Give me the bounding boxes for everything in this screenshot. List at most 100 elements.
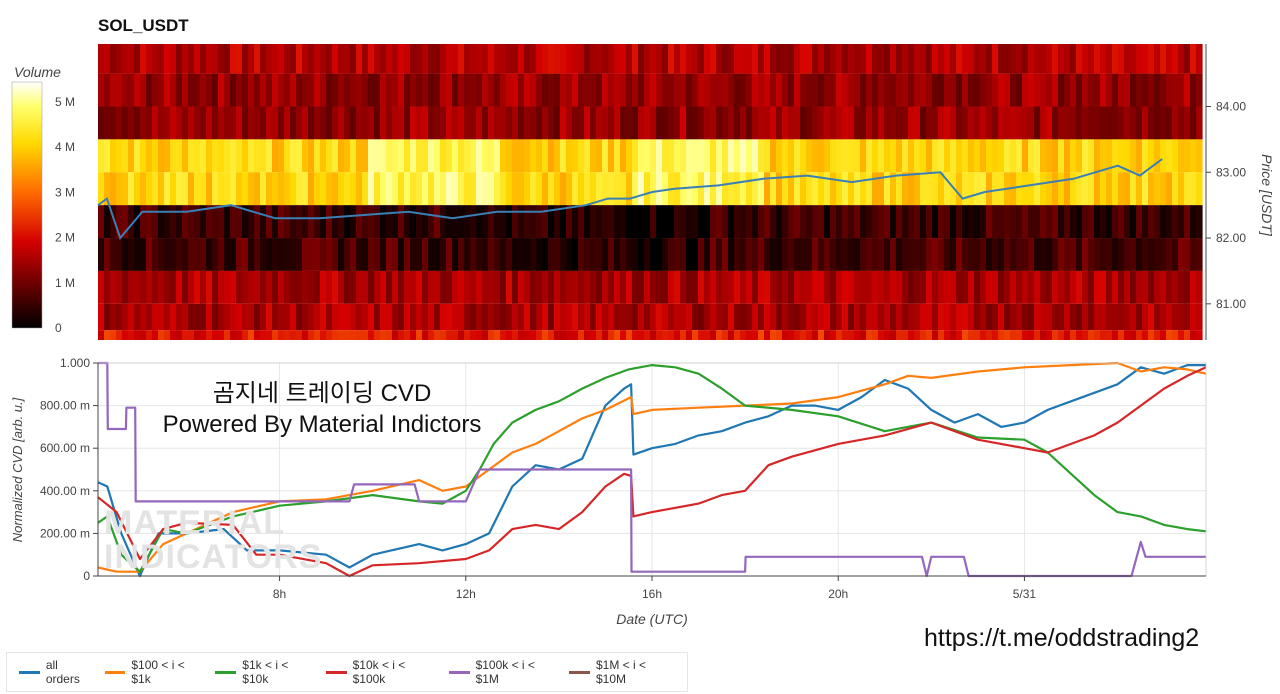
heatmap-cell <box>686 172 693 206</box>
heatmap-cell <box>242 139 249 173</box>
heatmap-cell <box>206 73 213 107</box>
heatmap-cell <box>218 106 225 140</box>
heatmap-cell <box>554 270 561 304</box>
heatmap-cell <box>242 172 249 206</box>
heatmap-cell <box>848 303 855 331</box>
heatmap-cell <box>662 172 669 206</box>
cvd-series-line-0 <box>97 364 1206 578</box>
heatmap-cell <box>1016 303 1023 331</box>
heatmap-cell <box>782 238 789 271</box>
heatmap-cell <box>926 44 933 74</box>
heatmap-cell <box>200 303 207 331</box>
heatmap-cell <box>500 303 507 331</box>
heatmap-cell <box>824 270 831 304</box>
heatmap-cell <box>1034 238 1041 271</box>
heatmap-cell <box>920 172 927 206</box>
heatmap-cell <box>548 205 555 239</box>
heatmap-cell <box>524 44 531 74</box>
heatmap-cell <box>1196 139 1203 173</box>
legend-item[interactable]: $100k < i < $1M <box>448 658 557 686</box>
heatmap-cell <box>980 44 987 74</box>
legend-item[interactable]: $1k < i < $10k <box>215 658 313 686</box>
heatmap-cell <box>1052 270 1059 304</box>
heatmap-cell <box>800 205 807 239</box>
heatmap-cell <box>1190 172 1197 206</box>
heatmap-cell <box>938 44 945 74</box>
legend-label: $1k < i < $10k <box>242 658 289 686</box>
heatmap-cell <box>1190 303 1197 331</box>
heatmap-cell <box>842 205 849 239</box>
heatmap-cell <box>620 205 627 239</box>
heatmap-cell <box>152 303 159 331</box>
heatmap-cell <box>404 139 411 173</box>
legend-item[interactable]: $100 < i < $1k <box>104 658 204 686</box>
heatmap-cell <box>1082 73 1089 107</box>
heatmap-cell <box>668 73 675 107</box>
heatmap-cell <box>572 73 579 107</box>
heatmap-cell <box>476 44 483 74</box>
legend-item[interactable]: $1M < i < $10M <box>569 658 675 686</box>
heatmap-cell <box>446 238 453 271</box>
heatmap-cell <box>830 270 837 304</box>
heatmap-cell <box>542 330 549 340</box>
legend-item[interactable]: all orders <box>19 658 93 686</box>
heatmap-cell <box>374 73 381 107</box>
heatmap-cell <box>116 330 123 340</box>
heatmap-cell <box>956 238 963 271</box>
heatmap-cell <box>548 106 555 140</box>
heatmap-cell <box>158 270 165 304</box>
heatmap-cell <box>272 270 279 304</box>
heatmap-cell <box>728 303 735 331</box>
heatmap-cell <box>1166 205 1173 239</box>
heatmap-cell <box>272 139 279 173</box>
heatmap-cell <box>722 44 729 74</box>
heatmap-cell <box>266 330 273 340</box>
heatmap-cell <box>530 73 537 107</box>
heatmap-cell <box>596 139 603 173</box>
heatmap-cell <box>668 270 675 304</box>
heatmap-cell <box>122 73 129 107</box>
heatmap-cell <box>908 139 915 173</box>
heatmap-cell <box>680 73 687 107</box>
heatmap-cell <box>494 139 501 173</box>
heatmap-cell <box>902 205 909 239</box>
heatmap-cell <box>848 139 855 173</box>
legend-swatch <box>448 670 470 674</box>
heatmap-cell <box>566 172 573 206</box>
heatmap-cell <box>578 44 585 74</box>
heatmap-cell <box>152 330 159 340</box>
legend-item[interactable]: $10k < i < $100k <box>325 658 437 686</box>
heatmap-cell <box>356 303 363 331</box>
heatmap-cell <box>98 205 105 239</box>
heatmap-cell <box>626 73 633 107</box>
heatmap-cell <box>698 172 705 206</box>
heatmap-cell <box>104 238 111 271</box>
heatmap-cell <box>212 270 219 304</box>
heatmap-cell <box>680 44 687 74</box>
heatmap-cell <box>902 238 909 271</box>
heatmap-cell <box>1118 205 1125 239</box>
heatmap-cell <box>584 303 591 331</box>
heatmap-cell <box>1130 303 1137 331</box>
telegram-link[interactable]: https://t.me/oddstrading2 <box>924 624 1200 652</box>
heatmap-cell <box>638 106 645 140</box>
heatmap-cell <box>908 303 915 331</box>
heatmap-cell <box>578 330 585 340</box>
heatmap-cell <box>98 238 105 271</box>
heatmap-cell <box>836 73 843 107</box>
heatmap-cell <box>638 205 645 239</box>
heatmap-cell <box>116 303 123 331</box>
heatmap-cell <box>1052 73 1059 107</box>
heatmap-cell <box>920 139 927 173</box>
heatmap-cell <box>746 139 753 173</box>
heatmap-cell <box>1184 303 1191 331</box>
heatmap-cell <box>932 330 939 340</box>
heatmap-cell <box>920 44 927 74</box>
heatmap-cell <box>878 139 885 173</box>
heatmap-cell <box>554 172 561 206</box>
heatmap-cell <box>350 106 357 140</box>
heatmap-cell <box>1010 205 1017 239</box>
heatmap-cell <box>866 139 873 173</box>
